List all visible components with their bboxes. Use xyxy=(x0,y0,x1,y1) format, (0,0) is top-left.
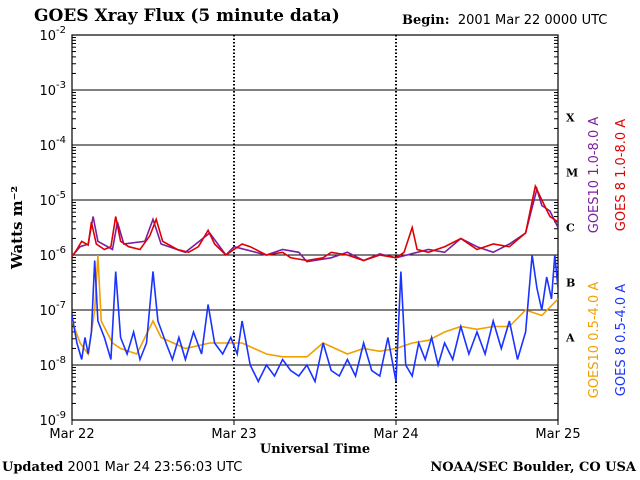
flare-class-m: M xyxy=(566,167,578,180)
y-axis-label: Watts m⁻² xyxy=(8,186,26,270)
series-line-2 xyxy=(72,254,558,358)
begin-info: Begin: 2001 Mar 22 0000 UTC xyxy=(402,13,607,28)
y-tick-label: 10-3 xyxy=(39,80,66,99)
flare-class-b: B xyxy=(566,277,575,290)
series-line-0 xyxy=(72,186,558,263)
y-tick-label: 10-6 xyxy=(39,245,66,264)
flare-class-x: X xyxy=(566,112,575,125)
legend-label-1: GOES 8 1.0-8.0 A xyxy=(614,119,629,231)
y-tick-label: 10-7 xyxy=(39,300,66,319)
updated-value: 2001 Mar 24 23:56:03 UTC xyxy=(67,460,243,475)
x-tick-label: Mar 24 xyxy=(373,427,418,442)
series-line-1 xyxy=(72,183,558,262)
y-tick-label: 10-2 xyxy=(39,25,66,44)
legend-label-0: GOES10 1.0-8.0 A xyxy=(587,117,602,234)
updated-info: Updated 2001 Mar 24 23:56:03 UTC xyxy=(2,460,242,475)
y-tick-label: 10-8 xyxy=(39,355,66,374)
y-tick-label: 10-9 xyxy=(39,410,66,429)
x-axis-label: Universal Time xyxy=(260,442,370,457)
flare-class-a: A xyxy=(565,332,575,345)
legend-label-3: GOES 8 0.5-4.0 A xyxy=(614,284,629,396)
series-line-3 xyxy=(72,254,558,384)
begin-label: Begin: xyxy=(402,13,450,28)
credit-text: NOAA/SEC Boulder, CO USA xyxy=(430,460,636,475)
x-tick-label: Mar 23 xyxy=(211,427,256,442)
chart-title: GOES Xray Flux (5 minute data) xyxy=(34,6,340,26)
plot-frame xyxy=(71,34,559,421)
y-tick-label: 10-5 xyxy=(39,190,66,209)
legend-label-2: GOES10 0.5-4.0 A xyxy=(587,282,602,399)
y-tick-label: 10-4 xyxy=(39,135,66,154)
begin-value: 2001 Mar 22 0000 UTC xyxy=(457,13,608,28)
x-tick-label: Mar 25 xyxy=(535,427,580,442)
x-tick-label: Mar 22 xyxy=(49,427,94,442)
flare-class-c: C xyxy=(566,222,575,235)
updated-label: Updated xyxy=(2,460,64,475)
